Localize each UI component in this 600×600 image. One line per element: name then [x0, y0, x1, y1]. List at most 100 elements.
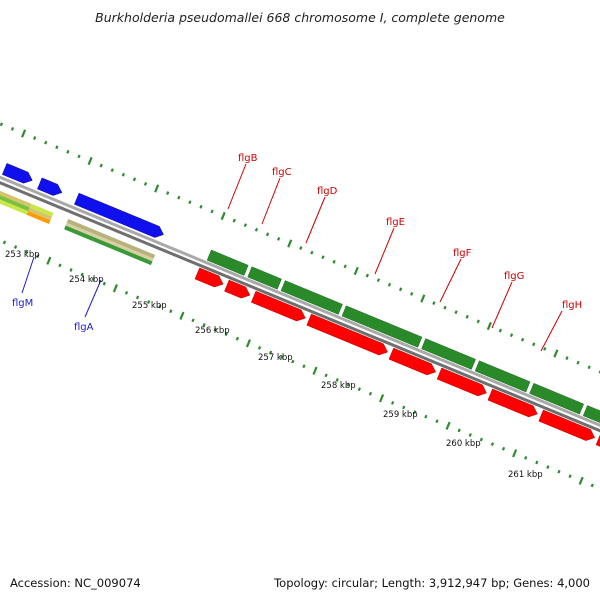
outer-tick — [587, 365, 591, 370]
outer-tick — [454, 310, 458, 315]
gene-leader-line — [439, 258, 462, 303]
gene-leader-line — [374, 227, 395, 275]
forward-gene-block — [474, 360, 531, 393]
annotation-track — [0, 195, 30, 212]
reverse-gene-arrow — [306, 313, 388, 356]
kbp-label: 261 kbp — [508, 470, 543, 480]
forward-gene-block — [206, 249, 249, 276]
accession-text: Accession: NC_009074 — [10, 576, 141, 590]
inner-tick — [169, 309, 173, 314]
inner-tick — [69, 268, 73, 272]
reverse-gene-arrow — [595, 434, 600, 447]
outer-tick — [376, 278, 381, 283]
reverse-gene-arrow — [487, 388, 538, 418]
inner-tick — [501, 446, 506, 451]
inner-tick — [2, 240, 7, 245]
inner-tick — [224, 332, 228, 337]
outer-tick — [143, 181, 148, 186]
inner-tick — [578, 476, 584, 485]
gene-leader-line — [540, 310, 563, 352]
annotation-track — [0, 199, 29, 215]
outer-tick — [465, 314, 469, 319]
outer-tick — [387, 282, 392, 287]
backbone-line — [0, 175, 600, 427]
gene-label: flgC — [272, 167, 292, 178]
inner-tick — [280, 355, 284, 359]
outer-tick — [277, 237, 281, 241]
inner-tick — [291, 359, 295, 364]
backbone-line — [0, 181, 600, 433]
inner-tick — [535, 460, 539, 465]
annotation-track — [0, 190, 32, 208]
outer-tick — [532, 342, 536, 347]
outer-tick — [243, 223, 247, 228]
outer-tick — [432, 301, 436, 305]
inner-tick — [557, 469, 561, 474]
inner-tick — [413, 410, 417, 414]
outer-tick — [177, 195, 181, 200]
outer-tick — [99, 163, 103, 168]
outer-tick — [232, 218, 236, 223]
inner-tick — [357, 387, 361, 392]
summary-text: Topology: circular; Length: 3,912,947 bp… — [274, 576, 590, 590]
outer-tick — [310, 250, 314, 255]
outer-tick — [420, 294, 426, 303]
map-title: Burkholderia pseudomallei 668 chromosome… — [95, 10, 505, 25]
map-labels: 253 kbp 254 kbp 255 kbp 256 kbp 257 kbp 258 k… — [5, 153, 582, 480]
reverse-gene-arrow — [224, 279, 251, 299]
outer-tick — [166, 191, 170, 195]
outer-tick — [121, 172, 125, 177]
kbp-label: 256 kbp — [195, 326, 230, 336]
inner-tick — [324, 373, 328, 378]
gene-leader-line — [305, 196, 326, 244]
kbp-label: 257 kbp — [258, 353, 293, 363]
inner-tick — [36, 254, 40, 259]
forward-gene-block — [247, 266, 282, 290]
feature-tracks — [0, 163, 600, 447]
annotation-track — [65, 222, 154, 262]
inner-tick — [435, 419, 439, 424]
inner-tick — [445, 421, 451, 430]
reverse-gene-arrow — [250, 290, 306, 322]
gene-label: flgD — [317, 186, 338, 197]
outer-tick — [520, 337, 525, 342]
outer-tick — [398, 287, 403, 292]
inner-tick — [312, 366, 318, 375]
outer-tick — [132, 177, 137, 182]
inner-tick — [179, 311, 185, 320]
annotation-track — [28, 207, 52, 221]
inner-tick — [368, 391, 373, 396]
inner-tick — [379, 394, 385, 403]
outer-tick — [33, 136, 37, 140]
inner-tick — [147, 300, 151, 304]
inner-tick — [490, 442, 495, 447]
outer-tick — [332, 259, 336, 264]
gene-label: flgH — [562, 300, 582, 311]
inner-tick — [158, 304, 162, 309]
gene-leader-line — [84, 279, 102, 318]
gene-leader-line — [21, 256, 35, 294]
outer-tick — [55, 145, 59, 150]
outer-tick — [77, 154, 81, 159]
gene-leader-line — [227, 163, 247, 210]
outer-tick — [565, 356, 569, 360]
inner-tick — [546, 465, 550, 469]
outer-tick — [199, 204, 203, 209]
inner-tick — [457, 428, 461, 433]
outer-tick — [365, 273, 369, 278]
inner-tick — [479, 437, 483, 442]
gene-leader-line — [261, 177, 281, 225]
outer-tick — [509, 333, 514, 338]
outer-tick-ring — [0, 122, 600, 374]
inner-tick — [46, 256, 52, 265]
outer-tick — [110, 168, 114, 173]
outer-tick — [0, 122, 4, 127]
blue-gene-arrow — [1, 163, 33, 184]
kbp-label: 253 kbp — [5, 250, 40, 260]
inner-tick — [135, 295, 140, 300]
kbp-label: 258 kbp — [321, 381, 356, 391]
inner-tick — [58, 263, 62, 268]
forward-gene-block — [341, 305, 423, 348]
outer-tick — [498, 328, 503, 333]
